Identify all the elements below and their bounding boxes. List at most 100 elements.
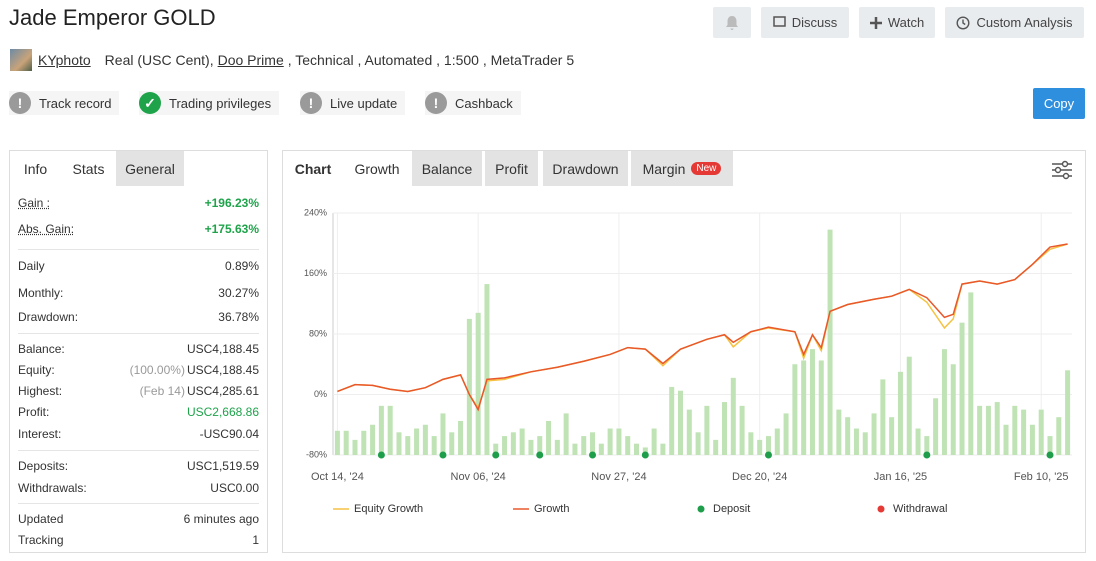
clock-icon	[956, 15, 970, 30]
tab[interactable]: Balance	[412, 151, 482, 186]
tab[interactable]: Growth	[343, 151, 411, 186]
stat-label: Daily	[18, 259, 45, 273]
stat-value: +175.63%	[204, 222, 259, 236]
account-line: KYphoto Real (USC Cent), Doo Prime , Tec…	[38, 52, 574, 68]
user-link[interactable]: KYphoto	[38, 52, 91, 68]
stat-value-group: 6 minutes ago	[184, 512, 259, 526]
stat-row: Interest: -USC90.04	[18, 427, 259, 441]
stat-label: Deposits:	[18, 459, 69, 473]
discuss-icon	[772, 16, 786, 27]
watch-button[interactable]: Watch	[859, 7, 935, 38]
stat-value: USC2,668.86	[186, 405, 259, 419]
tab[interactable]: Chart	[283, 151, 343, 186]
stat-label: Interest:	[18, 427, 62, 441]
stat-value-group: -USC90.04	[200, 427, 259, 441]
stat-label: Balance:	[18, 342, 65, 356]
stat-row: Updated 6 minutes ago	[18, 512, 259, 526]
stat-label: Drawdown:	[18, 310, 79, 324]
tab[interactable]: Stats	[61, 151, 116, 186]
stat-value-group: 1	[252, 533, 259, 547]
stat-value: 36.78%	[218, 310, 259, 324]
tab[interactable]: Profit	[485, 151, 538, 186]
tab[interactable]: General	[116, 151, 184, 186]
badge-label: Live update	[330, 95, 398, 111]
stat-value: 1	[252, 533, 259, 547]
stat-row: Tracking 1	[18, 533, 259, 547]
stat-label: Tracking	[18, 533, 64, 547]
badge-label: Cashback	[455, 95, 513, 111]
stat-value: USC0.00	[210, 481, 259, 495]
badge: ✓ Trading privileges	[139, 91, 280, 115]
warn-icon: !	[425, 92, 447, 114]
settings-icon[interactable]	[1051, 160, 1073, 180]
warn-icon: !	[300, 92, 322, 114]
stat-value-group: 0.89%	[225, 259, 259, 273]
stat-row: Equity: (100.00%) USC4,188.45	[18, 363, 259, 377]
button-label: Watch	[887, 15, 925, 30]
avatar	[10, 49, 32, 71]
check-icon: ✓	[139, 92, 161, 114]
stat-value: -USC90.04	[199, 427, 259, 441]
stat-label: Gain :	[18, 196, 51, 210]
separator	[18, 249, 259, 250]
chart-panel: Chart Growth Balance Profit Drawdown Mar…	[282, 150, 1086, 553]
stat-label: Abs. Gain:	[18, 222, 75, 236]
account-details: , Technical , Automated , 1:500 , MetaTr…	[287, 52, 575, 68]
stat-value: USC4,188.45	[186, 363, 259, 377]
new-badge: New	[691, 162, 722, 175]
tab[interactable]: Info	[10, 151, 61, 186]
broker-link[interactable]: Doo Prime	[217, 52, 284, 68]
stat-value: USC1,519.59	[186, 459, 259, 473]
stat-row: Monthly: 30.27%	[18, 286, 259, 300]
warn-icon: !	[9, 92, 31, 114]
stat-value: +196.23%	[204, 196, 259, 210]
stats-panel: Info Stats General Gain : +196.23% Abs. Ga…	[9, 150, 268, 553]
button-label: Custom Analysis	[976, 15, 1073, 30]
stat-label: Withdrawals:	[18, 481, 87, 495]
separator	[18, 333, 259, 334]
stat-value: 30.27%	[218, 286, 259, 300]
stat-row: Gain : +196.23%	[18, 196, 259, 210]
account-type: Real (USC Cent),	[104, 52, 214, 68]
stat-value-group: USC2,668.86	[187, 405, 259, 419]
bell-button[interactable]	[713, 7, 751, 38]
stat-label: Monthly:	[18, 286, 64, 300]
badge-label: Track record	[39, 95, 112, 111]
separator	[18, 503, 259, 504]
stat-value-group: USC4,188.45	[187, 342, 259, 356]
stat-value-group: USC1,519.59	[187, 459, 259, 473]
copy-button[interactable]: Copy	[1033, 88, 1085, 119]
badge: ! Live update	[300, 91, 406, 115]
stat-value: 0.89%	[224, 259, 259, 273]
stat-row: Abs. Gain: +175.63%	[18, 222, 259, 236]
tab[interactable]: Margin New	[631, 151, 733, 186]
stat-label: Equity:	[18, 363, 55, 377]
stat-row: Balance: USC4,188.45	[18, 342, 259, 356]
stat-value-group: (Feb 14) USC4,285.61	[140, 384, 259, 398]
tab[interactable]: Drawdown	[543, 151, 628, 186]
button-label: Discuss	[791, 15, 838, 30]
stat-note: (Feb 14)	[139, 384, 185, 398]
title: Jade Emperor GOLD	[9, 5, 216, 30]
stat-value-group: 36.78%	[218, 310, 259, 324]
stat-row: Deposits: USC1,519.59	[18, 459, 259, 473]
stat-note: (100.00%)	[129, 363, 185, 377]
plus-icon	[869, 16, 882, 29]
discuss-button[interactable]: Discuss	[761, 7, 849, 38]
stat-label: Profit:	[18, 405, 50, 419]
separator	[18, 450, 259, 451]
stat-value-group: +175.63%	[205, 222, 259, 236]
stat-row: Profit: USC2,668.86	[18, 405, 259, 419]
stat-row: Drawdown: 36.78%	[18, 310, 259, 324]
stat-value-group: USC0.00	[210, 481, 259, 495]
stat-value: USC4,285.61	[186, 384, 259, 398]
stat-value: 6 minutes ago	[183, 512, 259, 526]
stat-value-group: +196.23%	[205, 196, 259, 210]
stat-label: Updated	[18, 512, 64, 526]
badge: ! Cashback	[425, 91, 521, 115]
tab-label: Margin	[642, 160, 686, 177]
stat-value-group: 30.27%	[218, 286, 259, 300]
custom-analysis-button[interactable]: Custom Analysis	[945, 7, 1084, 38]
bell-icon	[726, 15, 738, 30]
